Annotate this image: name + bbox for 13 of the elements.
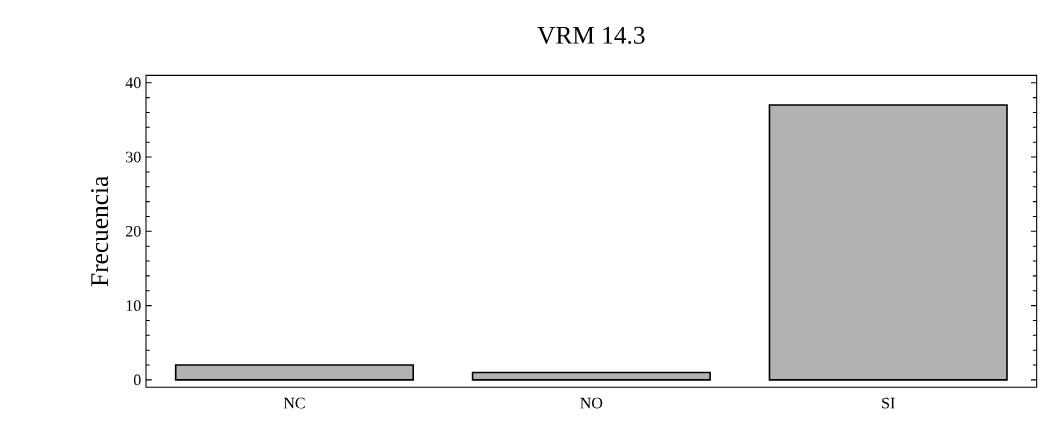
- y-tick-label: 30: [126, 151, 141, 163]
- y-axis-title: Frecuencia: [91, 176, 109, 287]
- chart-title: VRM 14.3: [537, 26, 645, 44]
- y-tick-label: 10: [126, 300, 141, 312]
- y-tick-label: 40: [125, 77, 141, 89]
- y-tick-label: 0: [133, 374, 141, 386]
- bar: [471, 371, 711, 381]
- bar: [174, 364, 414, 381]
- x-tick-label: SI: [882, 397, 895, 409]
- x-tick-label: NC: [283, 397, 305, 409]
- x-tick-label: NO: [580, 397, 603, 409]
- y-tick-label: 20: [126, 225, 141, 237]
- bar: [768, 104, 1008, 381]
